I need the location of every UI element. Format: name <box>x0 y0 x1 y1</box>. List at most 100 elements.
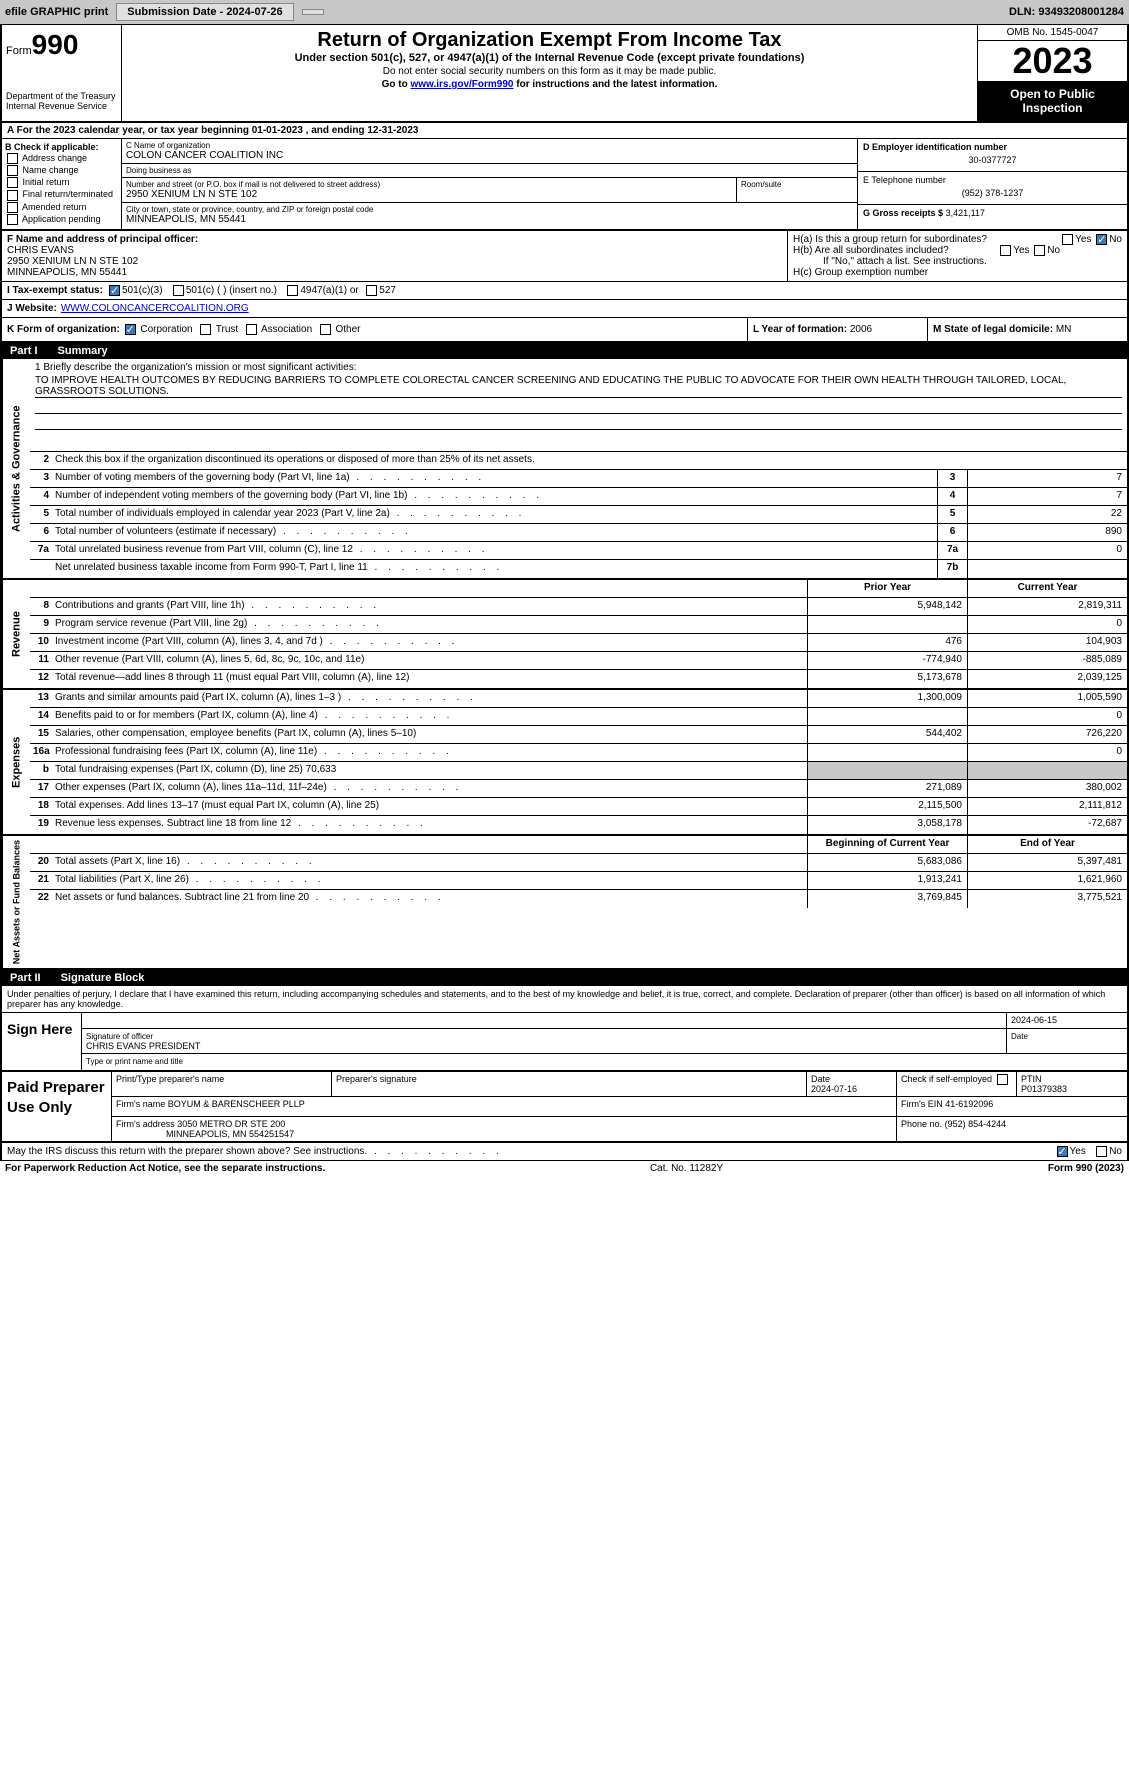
h-a: H(a) Is this a group return for subordin… <box>793 234 1122 245</box>
chk-501c3[interactable] <box>109 285 120 296</box>
chk-501c[interactable] <box>173 285 184 296</box>
entity-block: B Check if applicable: Address change Na… <box>0 138 1129 231</box>
line-7b: Net unrelated business taxable income fr… <box>30 560 1127 578</box>
chk-final-return[interactable]: Final return/terminated <box>5 189 118 200</box>
chk-ha-yes[interactable] <box>1062 234 1073 245</box>
city-cell: City or town, state or province, country… <box>122 203 857 227</box>
line-9: 9Program service revenue (Part VIII, lin… <box>30 616 1127 634</box>
form-note-1: Do not enter social security numbers on … <box>128 66 971 77</box>
chk-ha-no[interactable] <box>1096 234 1107 245</box>
year-formation: L Year of formation: 2006 <box>747 318 927 341</box>
line-12: 12Total revenue—add lines 8 through 11 (… <box>30 670 1127 688</box>
street-address-row: Number and street (or P.O. box if mail i… <box>122 178 857 203</box>
form-prefix: Form <box>6 45 32 57</box>
chk-527[interactable] <box>366 285 377 296</box>
website-link[interactable]: WWW.COLONCANCERCOALITION.ORG <box>61 303 249 314</box>
submission-date-button[interactable]: Submission Date - 2024-07-26 <box>116 3 293 21</box>
chk-application-pending[interactable]: Application pending <box>5 214 118 225</box>
line-22: 22Net assets or fund balances. Subtract … <box>30 890 1127 908</box>
revenue-header-row: Prior YearCurrent Year <box>30 580 1127 598</box>
line-8: 8Contributions and grants (Part VIII, li… <box>30 598 1127 616</box>
perjury-statement: Under penalties of perjury, I declare th… <box>0 986 1129 1012</box>
dln-label: DLN: 93493208001284 <box>1009 6 1124 18</box>
line-18: 18Total expenses. Add lines 13–17 (must … <box>30 798 1127 816</box>
chk-hb-yes[interactable] <box>1000 245 1011 256</box>
sign-here-label: Sign Here <box>2 1013 82 1070</box>
street-address: 2950 XENIUM LN N STE 102 <box>126 189 732 200</box>
firm-phone: (952) 854-4244 <box>945 1119 1007 1129</box>
header-left: Form990 Department of the Treasury Inter… <box>2 25 122 121</box>
group-return-block: H(a) Is this a group return for subordin… <box>787 231 1127 281</box>
expenses-section: Expenses 13Grants and similar amounts pa… <box>0 690 1129 836</box>
line-4: 4Number of independent voting members of… <box>30 488 1127 506</box>
gross-receipts-value: 3,421,117 <box>946 208 985 218</box>
governance-section: Activities & Governance 1 Briefly descri… <box>0 359 1129 580</box>
line-7a: 7aTotal unrelated business revenue from … <box>30 542 1127 560</box>
form-number: Form990 <box>6 29 117 61</box>
line-3: 3Number of voting members of the governi… <box>30 470 1127 488</box>
blank-button[interactable] <box>302 9 324 15</box>
part-1-header: Part I Summary <box>0 343 1129 359</box>
chk-corp[interactable] <box>125 324 136 335</box>
phone-cell: E Telephone number (952) 378-1237 <box>858 172 1127 205</box>
irs-link[interactable]: www.irs.gov/Form990 <box>410 79 513 90</box>
ein-value: 30-0377727 <box>863 152 1122 168</box>
chk-hb-no[interactable] <box>1034 245 1045 256</box>
form-note-2: Go to www.irs.gov/Form990 for instructio… <box>128 79 971 90</box>
preparer-row-1: Print/Type preparer's name Preparer's si… <box>112 1072 1127 1097</box>
form-title: Return of Organization Exempt From Incom… <box>128 29 971 52</box>
chk-trust[interactable] <box>200 324 211 335</box>
chk-other[interactable] <box>320 324 331 335</box>
part-2-header: Part II Signature Block <box>0 970 1129 986</box>
expenses-side-label: Expenses <box>2 690 30 834</box>
page-footer: For Paperwork Reduction Act Notice, see … <box>0 1161 1129 1176</box>
row-a-tax-year: A For the 2023 calendar year, or tax yea… <box>0 123 1129 138</box>
form-of-org: K Form of organization: Corporation Trus… <box>2 318 747 341</box>
line-5: 5Total number of individuals employed in… <box>30 506 1127 524</box>
phone-value: (952) 378-1237 <box>863 185 1122 201</box>
org-name-cell: C Name of organization COLON CANCER COAL… <box>122 139 857 164</box>
firm-ein: 41-6192096 <box>945 1099 993 1109</box>
col-c-name-address: C Name of organization COLON CANCER COAL… <box>122 139 857 229</box>
net-assets-section: Net Assets or Fund Balances Beginning of… <box>0 836 1129 970</box>
chk-4947[interactable] <box>287 285 298 296</box>
paid-preparer-block: Paid Preparer Use Only Print/Type prepar… <box>0 1072 1129 1143</box>
cat-number: Cat. No. 11282Y <box>325 1163 1048 1174</box>
form-footer-label: Form 990 (2023) <box>1048 1163 1124 1174</box>
chk-self-employed[interactable] <box>997 1074 1008 1085</box>
officer-name: CHRIS EVANS <box>7 245 782 256</box>
line-15: 15Salaries, other compensation, employee… <box>30 726 1127 744</box>
row-i-tax-status: I Tax-exempt status: 501(c)(3) 501(c) ( … <box>0 282 1129 300</box>
org-name: COLON CANCER COALITION INC <box>126 150 853 161</box>
mission-block: 1 Briefly describe the organization's mi… <box>30 359 1127 452</box>
firm-name: BOYUM & BARENSCHEER PLLP <box>168 1099 305 1109</box>
chk-name-change[interactable]: Name change <box>5 165 118 176</box>
paid-preparer-label: Paid Preparer Use Only <box>2 1072 112 1141</box>
room-suite: Room/suite <box>737 178 857 202</box>
chk-discuss-yes[interactable] <box>1057 1146 1068 1157</box>
row-k-l-m: K Form of organization: Corporation Trus… <box>0 318 1129 343</box>
h-c: H(c) Group exemption number <box>793 267 1122 278</box>
paperwork-notice: For Paperwork Reduction Act Notice, see … <box>5 1163 325 1174</box>
chk-initial-return[interactable]: Initial return <box>5 177 118 188</box>
line-16b: bTotal fundraising expenses (Part IX, co… <box>30 762 1127 780</box>
officer-signature-name: CHRIS EVANS PRESIDENT <box>86 1041 200 1051</box>
chk-assoc[interactable] <box>246 324 257 335</box>
h-b: H(b) Are all subordinates included? Yes … <box>793 245 1122 256</box>
chk-amended-return[interactable]: Amended return <box>5 202 118 213</box>
net-assets-side-label: Net Assets or Fund Balances <box>2 836 30 968</box>
gross-receipts-cell: G Gross receipts $ 3,421,117 <box>858 205 1127 221</box>
ptin-value: P01379383 <box>1021 1084 1067 1094</box>
col-b-checkboxes: B Check if applicable: Address change Na… <box>2 139 122 229</box>
preparer-row-3: Firm's address 3050 METRO DR STE 200 MIN… <box>112 1117 1127 1141</box>
line-20: 20Total assets (Part X, line 16)5,683,08… <box>30 854 1127 872</box>
tax-year: 2023 <box>978 41 1127 81</box>
inspection-label: Open to Public Inspection <box>978 81 1127 121</box>
line-6: 6Total number of volunteers (estimate if… <box>30 524 1127 542</box>
net-header-row: Beginning of Current YearEnd of Year <box>30 836 1127 854</box>
dept-label: Department of the Treasury Internal Reve… <box>6 91 117 111</box>
city-state-zip: MINNEAPOLIS, MN 55441 <box>126 214 853 225</box>
form-990-number: 990 <box>32 29 79 60</box>
chk-address-change[interactable]: Address change <box>5 153 118 164</box>
chk-discuss-no[interactable] <box>1096 1146 1107 1157</box>
